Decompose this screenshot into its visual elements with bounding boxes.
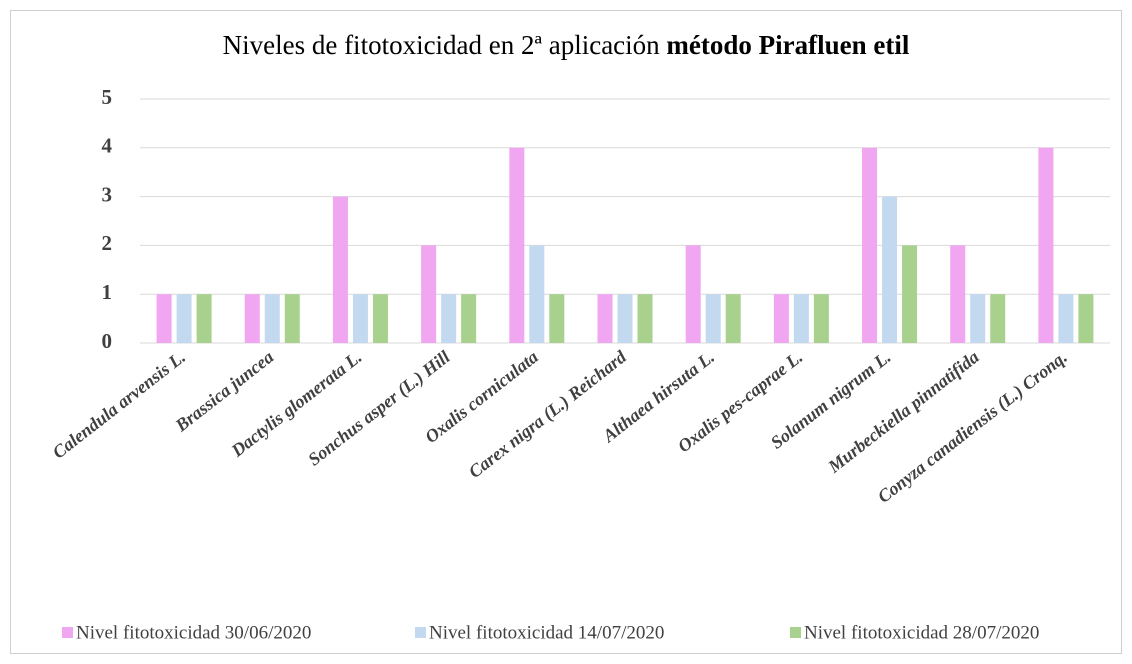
bar	[509, 147, 525, 343]
bar	[685, 245, 701, 343]
bar	[950, 245, 966, 343]
bar	[549, 294, 565, 343]
bar	[1038, 147, 1054, 343]
bar	[441, 294, 457, 343]
y-tick-label: 3	[102, 182, 113, 206]
legend-label: Nivel fitotoxicidad 28/07/2020	[804, 622, 1039, 643]
bar	[793, 294, 809, 343]
chart-border	[10, 10, 1122, 654]
y-tick-label: 5	[102, 85, 113, 109]
bar	[421, 245, 437, 343]
legend-label: Nivel fitotoxicidad 14/07/2020	[429, 622, 664, 643]
bar	[156, 294, 172, 343]
bar	[637, 294, 653, 343]
bar	[705, 294, 721, 343]
bar	[882, 196, 898, 343]
bar	[372, 294, 388, 343]
bar	[176, 294, 192, 343]
bar	[862, 147, 878, 343]
bar	[1078, 294, 1094, 343]
bar	[244, 294, 260, 343]
bar	[529, 245, 545, 343]
bar	[264, 294, 280, 343]
legend-swatch	[790, 627, 801, 638]
bar	[461, 294, 477, 343]
legend-swatch	[415, 627, 426, 638]
bar	[352, 294, 368, 343]
y-tick-label: 4	[102, 134, 113, 158]
bar	[813, 294, 829, 343]
bar	[617, 294, 633, 343]
bar	[773, 294, 789, 343]
bar	[902, 245, 918, 343]
legend-label: Nivel fitotoxicidad 30/06/2020	[76, 622, 311, 643]
bar	[1058, 294, 1074, 343]
y-tick-label: 0	[102, 329, 113, 353]
bar	[332, 196, 348, 343]
bar	[970, 294, 986, 343]
bar	[597, 294, 613, 343]
title-part: método Pirafluen etil	[666, 30, 909, 60]
bar	[990, 294, 1006, 343]
title-part: Niveles de fitotoxicidad en 2ª aplicació…	[223, 30, 661, 60]
y-tick-label: 2	[102, 231, 113, 255]
chart-title: Niveles de fitotoxicidad en 2ª aplicació…	[223, 30, 910, 60]
legend-swatch	[62, 627, 73, 638]
bar	[725, 294, 741, 343]
bar	[284, 294, 300, 343]
y-tick-label: 1	[102, 280, 113, 304]
bar	[196, 294, 212, 343]
